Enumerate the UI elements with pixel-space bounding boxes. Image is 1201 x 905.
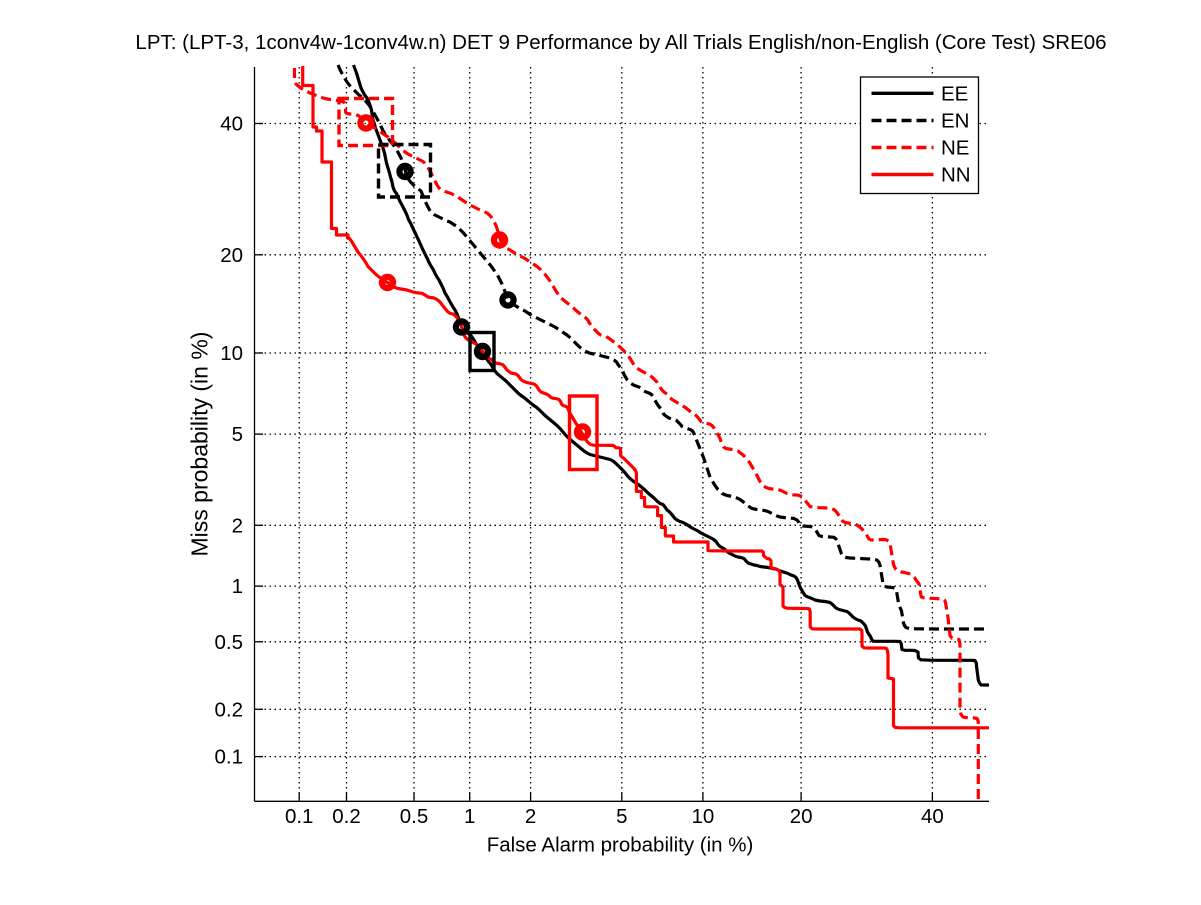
svg-text:False Alarm probability (in %): False Alarm probability (in %) — [487, 834, 754, 857]
svg-text:40: 40 — [220, 113, 243, 136]
svg-text:40: 40 — [921, 805, 944, 828]
svg-text:20: 20 — [790, 805, 813, 828]
svg-text:0.1: 0.1 — [285, 805, 314, 828]
svg-text:5: 5 — [232, 423, 243, 446]
svg-text:5: 5 — [616, 805, 627, 828]
svg-text:Miss probability (in %): Miss probability (in %) — [187, 332, 213, 557]
svg-text:10: 10 — [691, 805, 714, 828]
svg-text:0.5: 0.5 — [400, 805, 429, 828]
svg-text:0.2: 0.2 — [215, 698, 244, 721]
svg-text:0.2: 0.2 — [332, 805, 361, 828]
svg-text:EN: EN — [941, 110, 969, 133]
svg-text:2: 2 — [232, 514, 243, 537]
svg-text:1: 1 — [464, 805, 475, 828]
svg-text:EE: EE — [941, 83, 968, 106]
svg-text:2: 2 — [525, 805, 536, 828]
svg-text:0.5: 0.5 — [215, 631, 244, 654]
svg-text:LPT: (LPT-3, 1conv4w-1conv4w.n: LPT: (LPT-3, 1conv4w-1conv4w.n) DET 9 Pe… — [135, 31, 1106, 54]
svg-text:1: 1 — [232, 575, 243, 598]
svg-text:20: 20 — [220, 244, 243, 267]
svg-text:NE: NE — [941, 137, 969, 160]
svg-text:0.1: 0.1 — [215, 746, 244, 769]
svg-text:NN: NN — [941, 164, 971, 187]
svg-text:10: 10 — [220, 342, 243, 365]
